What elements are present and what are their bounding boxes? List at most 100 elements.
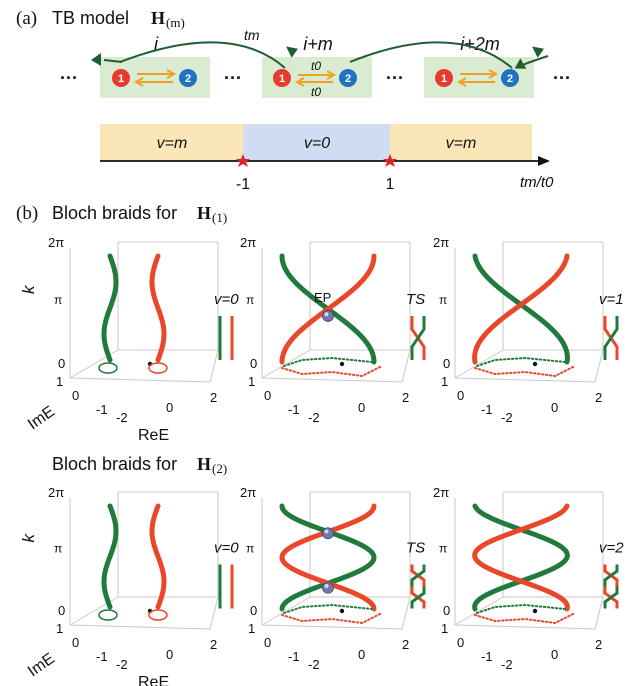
braid-diagram-strand [603, 586, 619, 609]
ree-tick-label: 2 [402, 390, 409, 405]
energy-loop-green [476, 356, 566, 367]
panel-a-label: (a) [16, 8, 37, 29]
intracell-hopping-arrows [294, 70, 337, 87]
ree-tick-label: 0 [358, 647, 365, 662]
phase-diagram-bar: v=m v=0 v=m -1 1 tm/t0 [100, 124, 554, 193]
panel-b: (b) Bloch braids for H (1) Bloch braids … [16, 203, 624, 686]
braid-annotation: v=1 [599, 291, 624, 308]
k-tick-label: 2π [240, 485, 256, 500]
ree-tick-label: 2 [402, 637, 409, 652]
ime-tick-label: -1 [481, 402, 493, 417]
k-tick-label: π [439, 293, 447, 307]
braid-strand-red [472, 253, 570, 365]
ellipsis-mid-right: ··· [386, 68, 404, 88]
braid-plots: 2ππ010-1-202kImEReEv=02ππ010-1-202TSEP2π… [19, 235, 624, 686]
ime-tick-label: 1 [248, 374, 255, 389]
phase-label-center: v=0 [304, 135, 330, 152]
ree-axis-label: ReE [138, 674, 169, 686]
ree-tick-label: -2 [308, 657, 320, 672]
braid-diagram-strand [410, 564, 426, 587]
exceptional-point-marker [322, 310, 334, 322]
k-tick-label: π [54, 293, 62, 307]
ime-tick-label: 1 [248, 621, 255, 636]
ime-axis-label: ImE [25, 403, 58, 433]
ree-tick-label: -2 [501, 657, 513, 672]
site-1 [435, 69, 453, 87]
panel-b-title-sub: (1) [212, 210, 227, 225]
phase-tick-minus-one: -1 [236, 176, 250, 193]
exceptional-point-highlight [324, 583, 329, 588]
panel-a-title-symbol: H [151, 8, 165, 28]
k-tick-label: π [439, 542, 447, 556]
ime-tick-label: 0 [72, 388, 79, 403]
energy-loop-red [281, 365, 383, 378]
intracell-hopping-arrows [456, 69, 499, 87]
axis-frame-line [594, 596, 604, 630]
panel-a-title-sub: (m) [166, 15, 185, 30]
braid-strand-green [279, 503, 377, 612]
panel-b-second-title-sub: (2) [212, 461, 227, 476]
k-tick-label: 0 [250, 603, 257, 618]
arc-arrowhead [532, 46, 544, 58]
energy-loop-red [281, 612, 383, 625]
cell-label: i+m [303, 34, 333, 54]
ime-tick-label: 1 [441, 374, 448, 389]
ep-label: EP [314, 290, 331, 305]
braid-diagram-strand [410, 316, 426, 360]
unit-cell-i: i 1 2 [100, 34, 210, 98]
ree-tick-label: -2 [116, 410, 128, 425]
panel-b-label: (b) [16, 203, 38, 224]
k-tick-label: 2π [48, 485, 64, 500]
site-2 [501, 69, 519, 87]
origin-dot [532, 361, 538, 367]
exceptional-point-marker [322, 527, 334, 540]
energy-loop-red [474, 365, 576, 378]
braid-strand-green [101, 503, 119, 610]
axis-frame-line [209, 596, 219, 630]
ime-tick-label: 0 [264, 635, 271, 650]
k-tick-label: π [246, 293, 254, 307]
origin-dot [532, 608, 538, 614]
axis-frame-line [261, 624, 403, 630]
braid-annotation: TS [406, 540, 425, 557]
k-axis-label: k [19, 284, 38, 294]
k-tick-label: π [54, 542, 62, 556]
phase-segment-center [243, 124, 390, 161]
k-tick-label: 2π [433, 485, 449, 500]
ime-tick-label: 1 [56, 374, 63, 389]
ree-tick-label: 2 [210, 390, 217, 405]
axis-frame-line [594, 349, 604, 383]
panel-b-second-title: Bloch braids for [52, 454, 177, 474]
braid-strand-green [472, 503, 570, 612]
ree-tick-label: 0 [551, 647, 558, 662]
unit-cell-i-plus-2m: i+2m 1 2 [424, 34, 534, 98]
ree-tick-label: 2 [595, 390, 602, 405]
ree-axis-label: ReE [138, 427, 169, 444]
k-tick-label: 0 [58, 603, 65, 618]
arc-arrowhead [286, 46, 298, 58]
k-tick-label: 2π [48, 235, 64, 250]
site-2 [179, 69, 197, 87]
ree-tick-label: 0 [358, 400, 365, 415]
k-tick-label: 0 [443, 356, 450, 371]
braid-diagram-strand [603, 564, 619, 587]
energy-loop-green [476, 603, 566, 614]
transition-star [383, 154, 397, 167]
ime-tick-label: -1 [288, 649, 300, 664]
k-tick-label: 2π [433, 235, 449, 250]
braid-annotation: v=0 [214, 540, 239, 557]
phase-axis-label: tm/t0 [520, 174, 554, 191]
braid-annotation: v=2 [599, 540, 624, 557]
site-1-label: 1 [441, 73, 447, 85]
k-tick-label: 0 [58, 356, 65, 371]
axis-frame-line [261, 596, 311, 626]
panel-a-title: TB model [52, 8, 129, 28]
braid-strand-red [279, 253, 377, 365]
ellipsis-right: ··· [553, 68, 571, 88]
axis-frame-line [261, 377, 403, 383]
